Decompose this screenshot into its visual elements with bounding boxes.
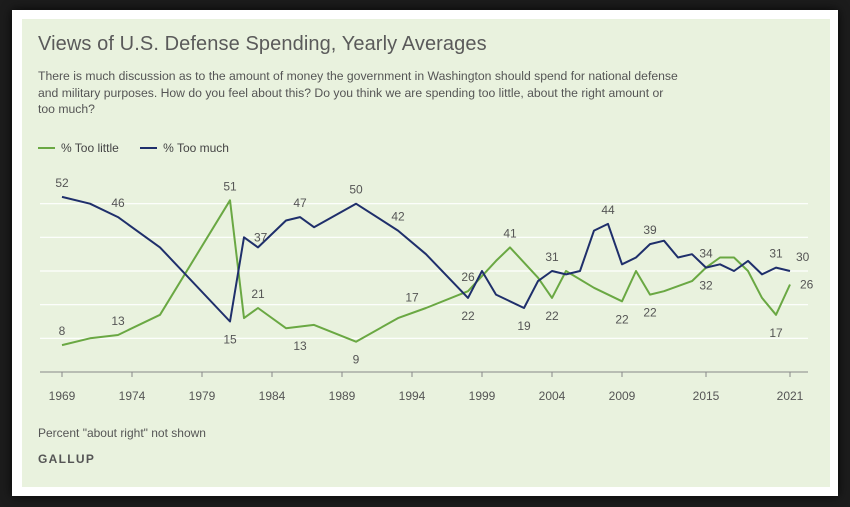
footnote: Percent "about right" not shown [38, 426, 206, 440]
data-label: 17 [405, 290, 419, 304]
legend-item-too-much: % Too much [140, 141, 229, 155]
x-tick-label: 1999 [469, 389, 496, 403]
legend-swatch-too-much [140, 147, 158, 149]
x-tick-label: 1984 [259, 389, 286, 403]
data-label: 15 [223, 333, 237, 347]
data-label: 41 [503, 226, 517, 240]
data-label: 46 [111, 196, 125, 210]
data-label: 42 [391, 210, 405, 224]
data-label: 22 [545, 309, 559, 323]
data-label: 30 [796, 250, 810, 264]
chart-title: Views of U.S. Defense Spending, Yearly A… [38, 33, 487, 55]
x-tick-label: 2004 [539, 389, 566, 403]
data-label: 17 [769, 326, 783, 340]
data-label: 47 [293, 196, 307, 210]
data-label: 50 [349, 183, 363, 197]
data-label: 22 [643, 306, 657, 320]
data-label: 31 [769, 247, 783, 261]
legend-item-too-little: % Too little [38, 141, 119, 155]
x-tick-label: 1969 [49, 389, 76, 403]
data-label: 9 [353, 353, 360, 367]
data-label: 13 [111, 314, 125, 328]
chart-subtitle: There is much discussion as to the amoun… [38, 69, 678, 116]
data-label: 32 [699, 279, 713, 293]
data-label: 13 [293, 339, 307, 353]
data-label: 22 [461, 309, 475, 323]
data-label: 44 [601, 203, 615, 217]
data-label: 8 [59, 324, 66, 338]
data-label: 52 [55, 176, 69, 190]
x-tick-label: 2015 [693, 389, 720, 403]
legend: % Too little % Too much [38, 138, 247, 155]
x-tick-label: 1994 [399, 389, 426, 403]
x-tick-label: 1989 [329, 389, 356, 403]
data-label: 39 [643, 223, 657, 237]
data-label: 21 [251, 287, 265, 301]
x-tick-label: 1979 [189, 389, 216, 403]
x-tick-label: 1974 [119, 389, 146, 403]
data-label: 22 [615, 312, 629, 326]
legend-label-too-much: % Too much [163, 141, 229, 155]
data-label: 19 [517, 319, 531, 333]
data-label: 26 [800, 277, 814, 291]
data-label: 34 [699, 247, 713, 261]
brand-logo: GALLUP [38, 452, 96, 466]
series-line-too-little [61, 199, 791, 347]
data-label: 26 [461, 270, 475, 284]
data-label: 51 [223, 179, 237, 193]
x-tick-label: 2009 [609, 389, 636, 403]
legend-label-too-little: % Too little [61, 141, 119, 155]
data-label: 37 [254, 230, 268, 244]
data-label: 31 [545, 250, 559, 264]
series-line-too-much [61, 195, 791, 323]
x-tick-label: 2021 [777, 389, 804, 403]
legend-swatch-too-little [38, 147, 55, 149]
